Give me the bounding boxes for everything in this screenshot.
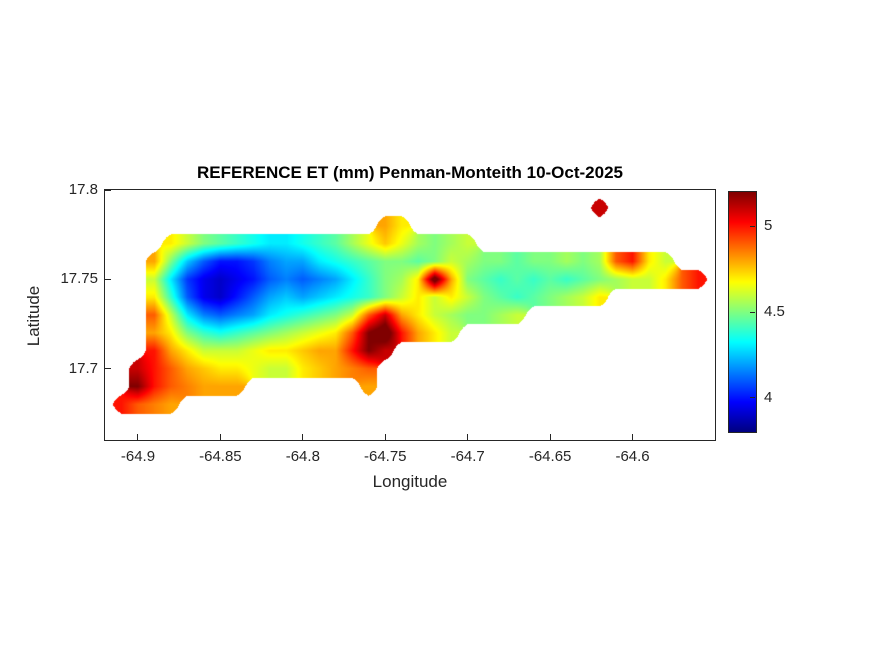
heatmap-canvas [105,190,715,440]
x-tick-mark [302,434,304,440]
x-tick-mark [219,434,221,440]
y-tick-mark [105,368,111,370]
chart-title: REFERENCE ET (mm) Penman-Monteith 10-Oct… [196,163,623,182]
y-tick-label: 17.7 [68,359,98,377]
x-tick-mark [549,434,551,440]
x-tick-mark [384,434,386,440]
colorbar-tick-mark [750,225,755,227]
colorbar-tick-mark [750,397,755,399]
x-tick-mark [137,434,139,440]
y-tick-label: 17.8 [68,181,98,198]
colorbar-tick-mark [750,311,755,313]
x-tick-label: -64.65 [528,448,572,465]
x-tick-label: -64.7 [450,448,485,465]
y-tick-label: 17.75 [60,270,98,288]
x-tick-label: -64.85 [199,448,242,465]
axes-box [104,189,716,441]
x-tick-label: -64.75 [363,448,407,465]
colorbar-tick-label: 5 [764,217,773,235]
x-axis-label: Longitude [372,472,448,491]
y-tick-mark [105,189,111,191]
colorbar-tick-label: 4.5 [764,303,785,320]
x-tick-label: -64.9 [120,448,156,465]
y-tick-mark [105,278,111,280]
colorbar-tick-label: 4 [764,388,773,406]
x-tick-label: -64.8 [285,448,320,465]
x-tick-mark [467,434,469,440]
x-tick-label: -64.6 [615,448,650,465]
x-tick-mark [632,434,634,440]
